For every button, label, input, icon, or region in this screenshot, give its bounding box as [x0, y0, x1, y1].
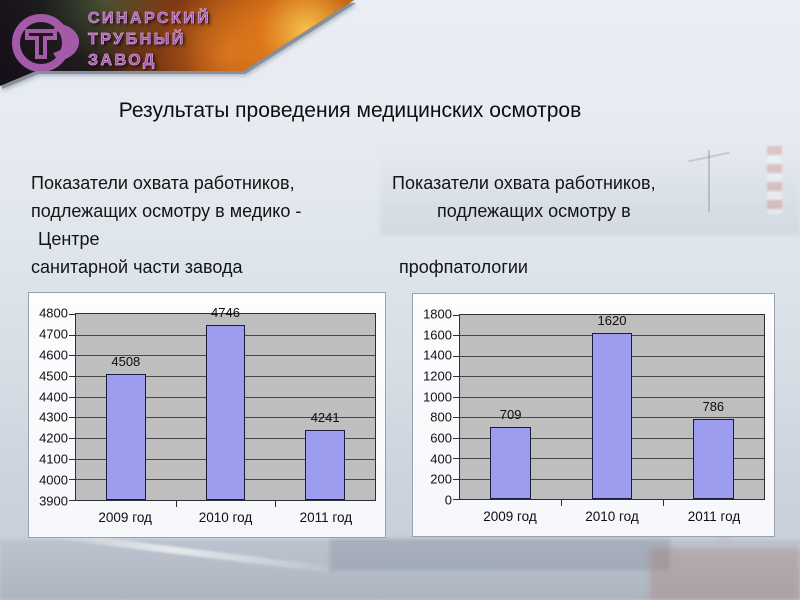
- y-axis-tick: [453, 499, 459, 500]
- plot-area: 4508 4746 4241: [69, 305, 376, 507]
- y-axis-tick: [453, 437, 459, 439]
- company-logo-t-in-circle-icon: [12, 14, 80, 72]
- x-axis: 2009 год 2010 год 2011 год: [75, 501, 376, 531]
- company-name-line: ТРУБНЫЙ: [88, 31, 186, 49]
- y-axis-tick: [453, 458, 459, 460]
- x-axis-category-label: 2011 год: [687, 509, 741, 524]
- caption-line: Показатели охвата работников,: [31, 173, 295, 193]
- bar-value-label: 1620: [597, 313, 627, 329]
- y-axis-tick: [69, 314, 75, 315]
- y-axis-tick: [69, 417, 75, 419]
- x-axis-tick: [275, 501, 277, 507]
- y-axis-tick-label: 4700: [39, 326, 68, 342]
- y-axis: 4800 4700 4600 4500 4400 4300 4200 4100 4000 3900: [34, 306, 75, 509]
- bar-value-label: 4508: [111, 354, 141, 370]
- y-axis-tick: [69, 355, 75, 357]
- x-axis-category-label: 2009 год: [98, 510, 152, 525]
- y-axis-tick: [453, 355, 459, 357]
- bar: [205, 325, 246, 500]
- y-axis-tick: [453, 335, 459, 337]
- bar: [105, 374, 146, 500]
- caption-line: профпатологии: [399, 257, 528, 277]
- y-axis-tick-label: 400: [430, 451, 452, 467]
- logo-banner-shape: СИНАРСКИЙ ТРУБНЫЙ ЗАВОД: [0, 0, 354, 86]
- caption-line: Центре: [38, 229, 100, 249]
- y-axis-tick-label: 3900: [39, 493, 68, 509]
- caption-line: подлежащих осмотру в: [437, 201, 631, 221]
- left-chart-caption: Показатели охвата работников, подлежащих…: [31, 169, 391, 281]
- x-axis-category-label: 2010 год: [585, 509, 639, 524]
- y-axis-tick-label: 0: [444, 492, 452, 508]
- y-axis-tick-label: 4400: [39, 389, 68, 405]
- y-axis-tick-label: 1600: [423, 327, 452, 343]
- y-axis-tick: [69, 458, 75, 460]
- x-axis-tick: [561, 500, 563, 506]
- caption-line: Показатели охвата работников,: [392, 173, 656, 193]
- x-axis-tick: [662, 500, 664, 506]
- bar: [305, 429, 346, 500]
- y-axis-tick-label: 600: [430, 430, 452, 446]
- right-bar-chart: 1800 1600 1400 1200 1000 800 600 400 200 0 709 162…: [412, 293, 775, 537]
- x-axis-category-label: 2010 год: [198, 510, 253, 525]
- caption-line: санитарной части завода: [31, 257, 243, 277]
- y-axis-tick: [69, 438, 75, 439]
- caption-line: [392, 225, 787, 253]
- y-axis: 1800 1600 1400 1200 1000 800 600 400 200 0: [418, 307, 459, 508]
- y-axis-tick-label: 4600: [39, 347, 68, 363]
- x-axis-category-label: 2009 год: [483, 509, 537, 524]
- right-chart-caption: Показатели охвата работников, подлежащих…: [392, 169, 787, 281]
- plot-area: 709 1620 786: [453, 313, 765, 506]
- caption-line: подлежащих осмотру в медико -: [31, 201, 302, 221]
- y-axis-tick: [69, 376, 75, 377]
- y-axis-tick-label: 800: [430, 409, 452, 425]
- y-axis-tick: [453, 315, 459, 316]
- y-axis-tick: [453, 396, 459, 398]
- company-name-line: СИНАРСКИЙ: [88, 10, 212, 28]
- bar-value-label: 4746: [211, 305, 240, 321]
- y-axis-tick: [69, 334, 75, 336]
- y-axis-tick-label: 4200: [39, 430, 68, 446]
- background-crane-arm: [688, 151, 730, 163]
- y-axis-tick-label: 1800: [423, 306, 452, 322]
- logo-banner: СИНАРСКИЙ ТРУБНЫЙ ЗАВОД: [0, 0, 356, 88]
- bar: [591, 333, 633, 499]
- x-axis: 2009 год 2010 год 2011 год: [459, 500, 765, 530]
- y-axis-tick-label: 4500: [39, 368, 68, 384]
- left-bar-chart: 4800 4700 4600 4500 4400 4300 4200 4100 4000 3900…: [28, 292, 386, 538]
- y-axis-tick: [69, 479, 75, 481]
- y-axis-tick-label: 4800: [39, 305, 68, 321]
- y-axis-tick: [453, 376, 459, 378]
- bar: [490, 426, 531, 499]
- y-axis-tick-label: 1400: [423, 347, 452, 363]
- background-machinery: [330, 538, 670, 570]
- page-title: Результаты проведения медицинских осмотр…: [118, 99, 582, 122]
- y-axis-tick: [69, 500, 75, 501]
- y-axis-tick: [453, 417, 459, 419]
- background-ground-band: [0, 540, 800, 600]
- y-axis-tick: [69, 396, 75, 398]
- y-axis-tick-label: 1000: [423, 389, 452, 405]
- y-axis-tick-label: 200: [430, 471, 452, 487]
- y-axis-tick: [453, 478, 459, 480]
- x-axis-tick: [175, 501, 177, 507]
- bar-value-label: 786: [702, 398, 725, 414]
- y-axis-tick-label: 1200: [423, 368, 452, 384]
- y-axis-tick-label: 4300: [39, 409, 68, 425]
- bar-value-label: 4241: [310, 409, 340, 425]
- bar: [693, 418, 734, 499]
- x-axis-category-label: 2011 год: [299, 510, 353, 525]
- y-axis-tick-label: 4100: [39, 451, 68, 467]
- company-name: СИНАРСКИЙ ТРУБНЫЙ ЗАВОД: [88, 8, 211, 71]
- company-name-line: ЗАВОД: [88, 52, 157, 70]
- y-axis-tick-label: 4000: [39, 472, 68, 488]
- background-rust-structure: [650, 548, 800, 600]
- bar-value-label: 709: [499, 406, 522, 422]
